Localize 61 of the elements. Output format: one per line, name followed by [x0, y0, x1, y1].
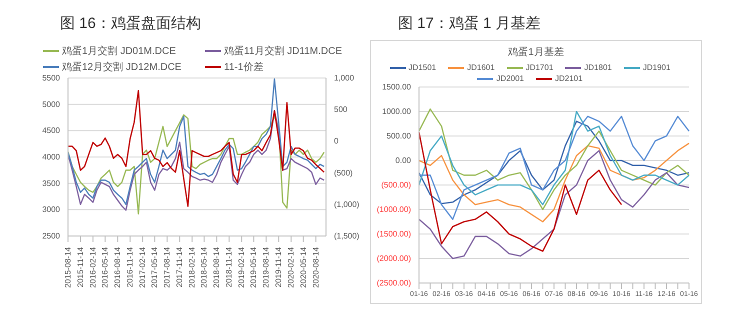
x-tick-label: 2020-08-14 [311, 246, 320, 288]
y-tick-label: (500.00) [381, 180, 412, 190]
y2-tick-label: (1,000) [334, 200, 360, 209]
x-tick-label: 2018-02-14 [188, 246, 197, 288]
x-tick-label: 2018-05-14 [200, 246, 209, 288]
y-tick-label: 1000.00 [382, 107, 412, 116]
x-tick-label: 2017-08-14 [162, 246, 172, 288]
y2-tick-label: (500) [334, 168, 354, 178]
legend-label: JD1801 [584, 63, 612, 72]
y2-tick-label: 0 [334, 136, 339, 146]
line-series [418, 150, 690, 260]
line-series [418, 116, 690, 220]
x-tick-label: 2016-11-14 [126, 246, 135, 288]
x-tick-label: 2016-02-14 [88, 246, 98, 288]
legend-label: 鸡蛋12月交割 JD12M.DCE [62, 60, 182, 74]
legend-label: JD1501 [408, 63, 436, 72]
x-tick-label: 2019-05-14 [249, 246, 258, 288]
y-tick-label: 0.00 [395, 156, 412, 165]
x-tick-label: 2017-02-14 [138, 246, 148, 288]
legend-label: JD2001 [496, 74, 524, 83]
legend-label: JD1701 [526, 63, 554, 72]
x-tick-label: 2017-11-14 [175, 246, 184, 288]
x-tick-label: 2016-08-14 [113, 246, 122, 288]
legend-label: JD1601 [467, 63, 495, 72]
x-tick-label: 2019-11-14 [274, 246, 284, 288]
line-series [418, 142, 690, 222]
y-tick-label: (2500.00) [376, 278, 412, 288]
y2-tick-label: 500 [334, 105, 348, 114]
y-tick-label: 3500 [42, 178, 61, 188]
x-tick-label: 2019-02-14 [237, 246, 246, 288]
y-tick-label: 4000 [42, 152, 61, 162]
chart-subtitle: 鸡蛋1月基差 [507, 46, 565, 59]
y-tick-label: (1500.00) [376, 230, 412, 238]
legend-label: JD1901 [642, 63, 670, 72]
x-tick-label: 2016-05-14 [100, 246, 110, 288]
y-tick-label: 4500 [42, 126, 61, 136]
y-tick-label: (2000.00) [376, 254, 412, 263]
legend-label: 11-1价差 [224, 61, 264, 74]
y-tick-label: 500.00 [386, 132, 412, 140]
x-tick-label: 2015-08-14 [64, 246, 72, 288]
x-tick-label: 2020-05-14 [298, 246, 308, 288]
line-series [418, 131, 622, 252]
chart-title: 图 17：鸡蛋 1 月基差 [398, 14, 541, 33]
x-tick-label: 2015-11-14 [76, 246, 85, 288]
y2-tick-label: 1,000 [334, 74, 355, 82]
legend-label: JD2101 [555, 74, 583, 83]
y-tick-label: 5000 [42, 100, 61, 109]
x-tick-label: 2018-08-14 [212, 246, 222, 288]
x-tick-label: 2019-08-14 [262, 246, 271, 288]
y-tick-label: 1500.00 [382, 82, 412, 92]
chart-title: 图 16：鸡蛋盘面结构 [60, 14, 201, 33]
x-tick-label: 2017-05-14 [150, 246, 160, 288]
x-tick-label: 2020-02-14 [286, 246, 296, 288]
x-tick-label: 2018-11-14 [224, 246, 234, 288]
y-tick-label: (1000.00) [376, 205, 412, 214]
legend-label: 鸡蛋11月交割 JD11M.DCE [224, 44, 342, 58]
legend-label: 鸡蛋1月交割 JD01M.DCE [62, 44, 176, 58]
y-tick-label: 2500 [42, 232, 61, 240]
y2-tick-label: (1,500) [334, 232, 360, 240]
y-tick-label: 3000 [42, 205, 61, 214]
y-tick-label: 5500 [42, 74, 61, 82]
